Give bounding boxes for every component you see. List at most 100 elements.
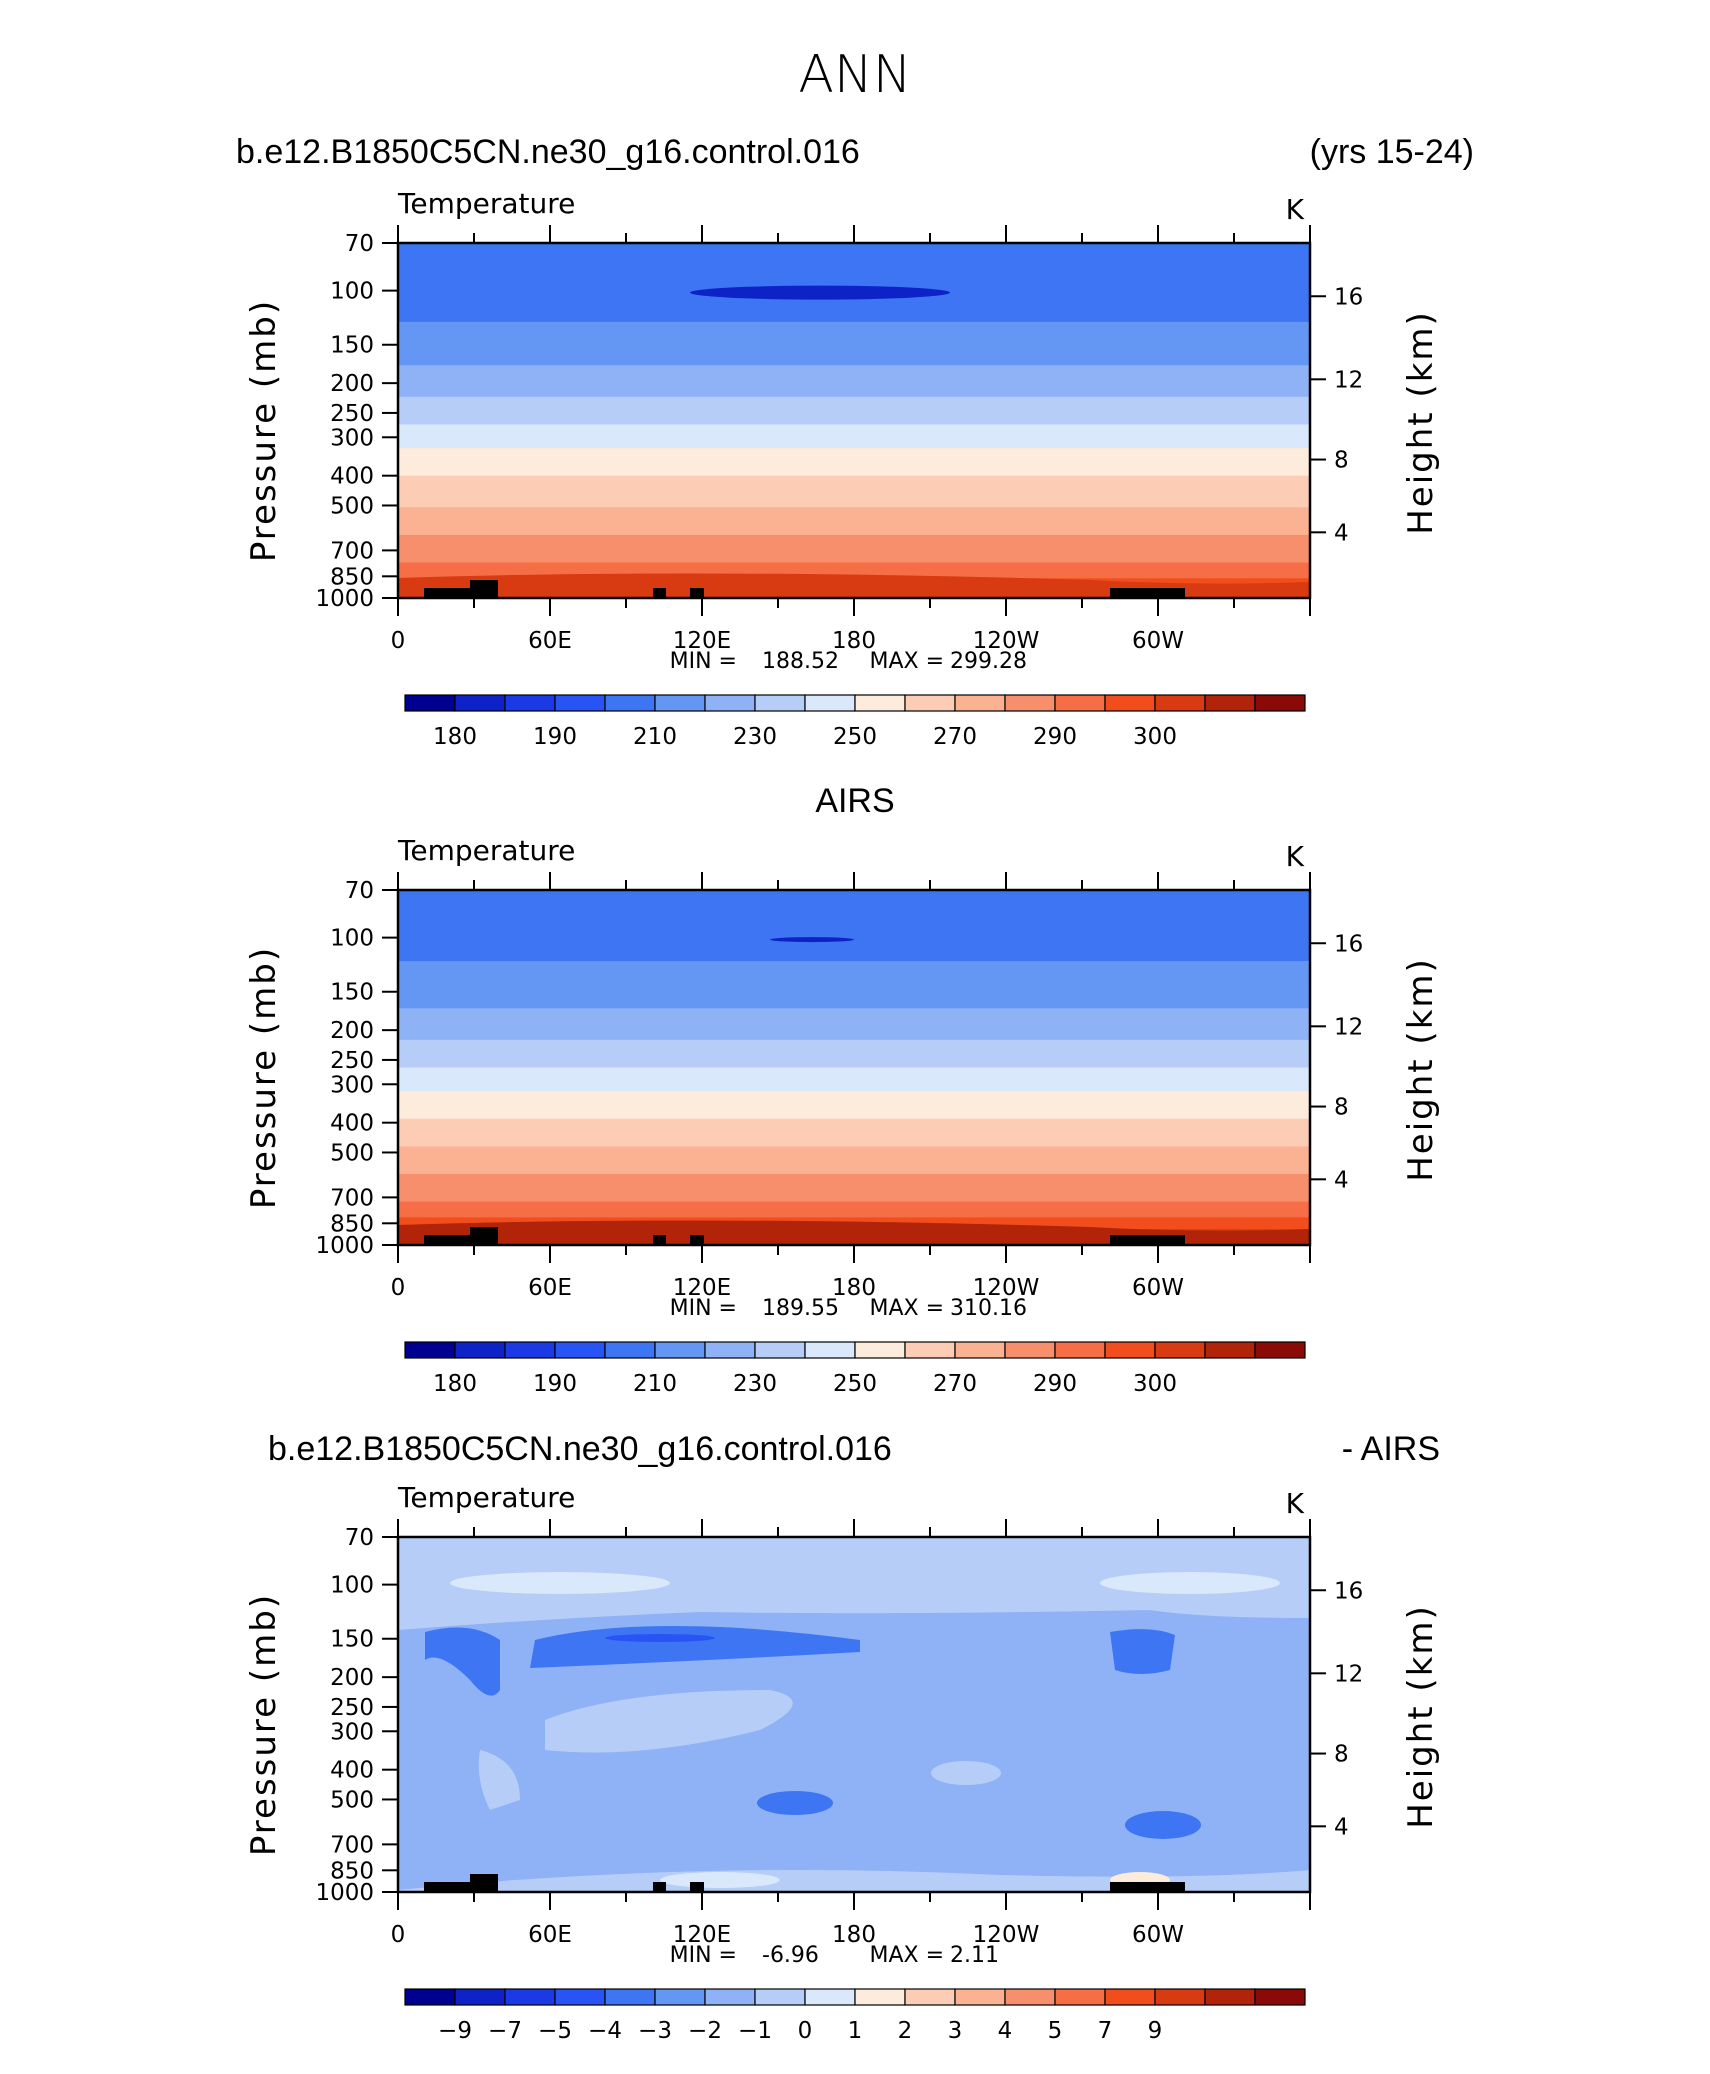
contour-band xyxy=(398,519,1310,524)
y-tick-label: 500 xyxy=(330,1140,374,1166)
colorbar-swatch xyxy=(604,1341,656,1359)
colorbar-label: −5 xyxy=(538,2018,572,2044)
contour-band xyxy=(398,381,1310,386)
colorbar-swatch xyxy=(704,694,756,712)
colorbar-label: 210 xyxy=(633,724,677,750)
contour-band xyxy=(398,1118,1310,1124)
colorbar-swatch xyxy=(854,1341,906,1359)
y-tick-label: 250 xyxy=(330,401,374,427)
colorbar-swatch xyxy=(904,694,956,712)
diff-region-light xyxy=(660,1872,780,1888)
contour-band xyxy=(398,1004,1310,1009)
y-tick-label: 400 xyxy=(330,464,374,490)
contour-band xyxy=(398,1201,1310,1207)
contour-band xyxy=(398,298,1310,303)
colorbar-label: 250 xyxy=(833,1371,877,1397)
contour-band xyxy=(398,1020,1310,1025)
colorbar-swatch xyxy=(1104,694,1156,712)
min-label: MIN = xyxy=(670,649,737,674)
y-tick-label: 70 xyxy=(345,1525,374,1551)
contour-band xyxy=(398,302,1310,307)
x-tick-label: 120W xyxy=(973,1275,1040,1301)
y-tick-label: 1000 xyxy=(315,586,374,612)
contour-band xyxy=(398,258,1310,264)
min-value: -6.96 xyxy=(762,1943,819,1968)
colorbar-label: 270 xyxy=(933,724,977,750)
y-tick-label: 850 xyxy=(330,1211,374,1237)
colorbar-label: −3 xyxy=(638,2018,672,2044)
colorbar-swatch xyxy=(1254,1341,1306,1359)
colorbar-swatch xyxy=(1254,694,1306,712)
contour-band xyxy=(398,1177,1310,1183)
contour-band xyxy=(398,1189,1310,1195)
y2-tick-label: 16 xyxy=(1334,931,1363,957)
contour-band xyxy=(398,270,1310,276)
contour-band xyxy=(398,968,1310,974)
contour-band xyxy=(398,428,1310,433)
contour-band xyxy=(398,262,1310,268)
contour-band xyxy=(398,1087,1310,1092)
x-tick-label: 60W xyxy=(1132,1275,1184,1301)
y-tick-label: 250 xyxy=(330,1695,374,1721)
contour-band xyxy=(398,1126,1310,1132)
terrain-mask xyxy=(1110,588,1185,598)
x-tick-label: 0 xyxy=(391,1275,406,1301)
contour-band xyxy=(398,1142,1310,1147)
diff-region-warmish xyxy=(545,1690,793,1753)
colorbar-label: 1 xyxy=(848,2018,863,2044)
contour-band xyxy=(398,1114,1310,1120)
contour-band xyxy=(398,456,1310,461)
colorbar-label: 250 xyxy=(833,724,877,750)
y-axis-title: Pressure (mb) xyxy=(244,1593,284,1856)
diff-region-cold xyxy=(1110,1629,1175,1674)
contour-band xyxy=(398,972,1310,978)
main-title: ANN xyxy=(798,45,911,105)
contour-band xyxy=(398,925,1310,931)
contour-band xyxy=(398,463,1310,469)
contour-band xyxy=(398,988,1310,994)
max-value: 310.16 xyxy=(950,1296,1027,1321)
colorbar-swatch xyxy=(1204,1341,1256,1359)
x-tick-label: 120E xyxy=(673,1922,731,1948)
contour-band xyxy=(398,558,1310,564)
contour-band xyxy=(398,996,1310,1002)
contour-band xyxy=(398,566,1310,571)
contour-band xyxy=(398,475,1310,481)
contour-band xyxy=(398,314,1310,319)
terrain-mask xyxy=(653,1235,666,1245)
y-tick-label: 500 xyxy=(330,493,374,519)
panel-1-field xyxy=(398,243,1310,598)
colorbar-label: 230 xyxy=(733,1371,777,1397)
contour-band xyxy=(398,440,1310,445)
colorbar-swatch xyxy=(454,1341,506,1359)
colorbar-swatch xyxy=(604,1988,656,2006)
contour-band xyxy=(398,897,1310,903)
contour-band xyxy=(398,243,1310,248)
contour-band xyxy=(398,890,1310,895)
contour-band xyxy=(398,933,1310,938)
y-tick-label: 500 xyxy=(330,1787,374,1813)
surface-warm-band xyxy=(398,1220,1310,1245)
contour-band xyxy=(398,909,1310,915)
contour-band xyxy=(398,538,1310,544)
colorbar-label: −4 xyxy=(588,2018,622,2044)
contour-band xyxy=(398,317,1310,323)
y-tick-label: 250 xyxy=(330,1048,374,1074)
contour-band xyxy=(398,1150,1310,1155)
colorbar-swatch xyxy=(604,694,656,712)
colorbar-swatch xyxy=(504,694,556,712)
colorbar-swatch xyxy=(454,1988,506,2006)
terrain-mask xyxy=(1110,1235,1185,1245)
contour-band xyxy=(398,1103,1310,1108)
contour-band xyxy=(398,1000,1310,1005)
contour-band xyxy=(398,266,1310,272)
contour-band xyxy=(398,1193,1310,1199)
panel-3-field xyxy=(398,1537,1310,1892)
contour-band xyxy=(398,420,1310,426)
contour-band xyxy=(398,1197,1310,1203)
colorbar-label: 5 xyxy=(1048,2018,1063,2044)
colorbar-label: 2 xyxy=(898,2018,913,2044)
y-tick-label: 70 xyxy=(345,231,374,257)
y-tick-label: 850 xyxy=(330,1858,374,1884)
